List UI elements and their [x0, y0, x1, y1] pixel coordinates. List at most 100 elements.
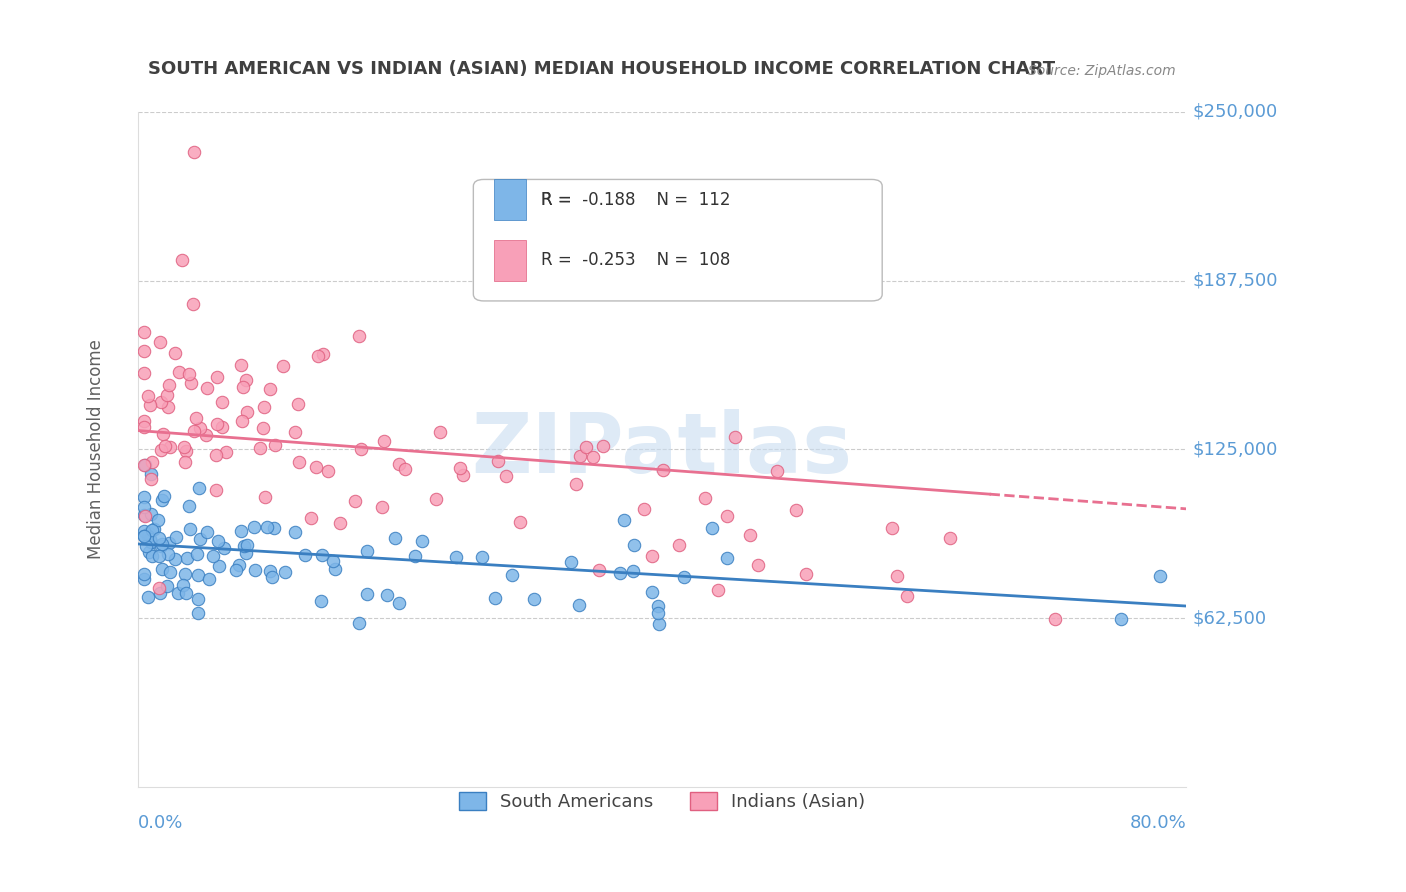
Point: [299, 510, 322, 524]
Point: [150, 537, 173, 551]
Point: [165, 530, 187, 544]
Point: [205, 417, 228, 432]
Point: [647, 599, 669, 614]
Point: [568, 450, 591, 464]
Text: Median Household Income: Median Household Income: [87, 340, 105, 559]
Point: [350, 442, 373, 456]
Point: [212, 541, 235, 555]
Point: [150, 493, 173, 508]
Point: [141, 523, 163, 537]
Point: [523, 592, 546, 607]
Point: [157, 378, 180, 392]
Point: [194, 427, 217, 442]
Point: [564, 476, 586, 491]
Point: [136, 590, 159, 604]
Point: [134, 508, 156, 523]
Point: [148, 581, 170, 595]
Point: [613, 513, 636, 527]
Point: [141, 467, 163, 481]
Point: [215, 444, 238, 458]
Point: [228, 558, 250, 573]
Point: [880, 521, 903, 535]
Point: [173, 441, 195, 455]
Point: [134, 508, 156, 522]
Point: [148, 531, 170, 545]
Point: [404, 549, 426, 563]
Point: [156, 547, 179, 561]
Point: [174, 444, 197, 458]
Point: [176, 551, 198, 566]
Point: [134, 490, 156, 504]
Point: [195, 525, 218, 540]
Point: [560, 555, 582, 569]
Point: [141, 549, 163, 564]
Point: [181, 296, 204, 310]
Point: [256, 520, 278, 534]
Point: [243, 563, 266, 577]
Point: [231, 414, 253, 428]
Point: [484, 591, 506, 605]
Point: [229, 358, 252, 372]
Point: [233, 539, 256, 553]
Point: [495, 469, 517, 483]
Point: [198, 572, 221, 586]
Point: [135, 539, 157, 553]
Point: [138, 526, 160, 541]
Point: [693, 491, 716, 505]
Bar: [495, 240, 526, 281]
Point: [166, 586, 188, 600]
FancyBboxPatch shape: [474, 179, 882, 301]
Point: [738, 528, 761, 542]
Point: [207, 534, 229, 549]
Point: [139, 534, 162, 549]
Point: [716, 551, 738, 566]
Point: [621, 564, 644, 578]
Point: [152, 427, 174, 442]
Point: [394, 461, 416, 475]
Point: [167, 365, 190, 379]
Point: [647, 606, 669, 620]
Point: [150, 561, 173, 575]
Point: [235, 546, 257, 560]
Point: [188, 481, 211, 495]
Point: [157, 536, 180, 550]
Point: [149, 395, 172, 409]
Point: [1149, 569, 1171, 583]
Point: [287, 397, 309, 411]
Point: [186, 411, 208, 425]
Point: [263, 521, 285, 535]
Point: [142, 522, 165, 536]
Point: [641, 549, 664, 563]
Point: [202, 549, 225, 563]
Point: [139, 472, 162, 486]
Text: ZIPatlas: ZIPatlas: [471, 409, 852, 490]
Point: [707, 582, 730, 597]
Text: $250,000: $250,000: [1192, 103, 1278, 121]
Point: [347, 616, 370, 631]
Point: [235, 373, 257, 387]
Point: [259, 564, 281, 578]
Point: [785, 503, 807, 517]
Point: [568, 598, 591, 612]
Point: [180, 376, 202, 390]
Point: [322, 554, 344, 568]
Point: [288, 455, 311, 469]
Point: [309, 594, 332, 608]
Point: [179, 499, 201, 513]
Point: [425, 492, 447, 507]
Point: [724, 430, 747, 444]
Point: [252, 400, 274, 414]
Point: [211, 420, 233, 434]
Point: [318, 464, 340, 478]
Point: [186, 547, 208, 561]
Point: [347, 328, 370, 343]
Point: [159, 440, 181, 454]
Point: [373, 434, 395, 448]
Point: [159, 565, 181, 579]
Point: [134, 567, 156, 582]
Point: [179, 522, 201, 536]
Point: [157, 401, 180, 415]
Point: [307, 349, 329, 363]
Point: [1109, 612, 1132, 626]
Point: [451, 467, 474, 482]
